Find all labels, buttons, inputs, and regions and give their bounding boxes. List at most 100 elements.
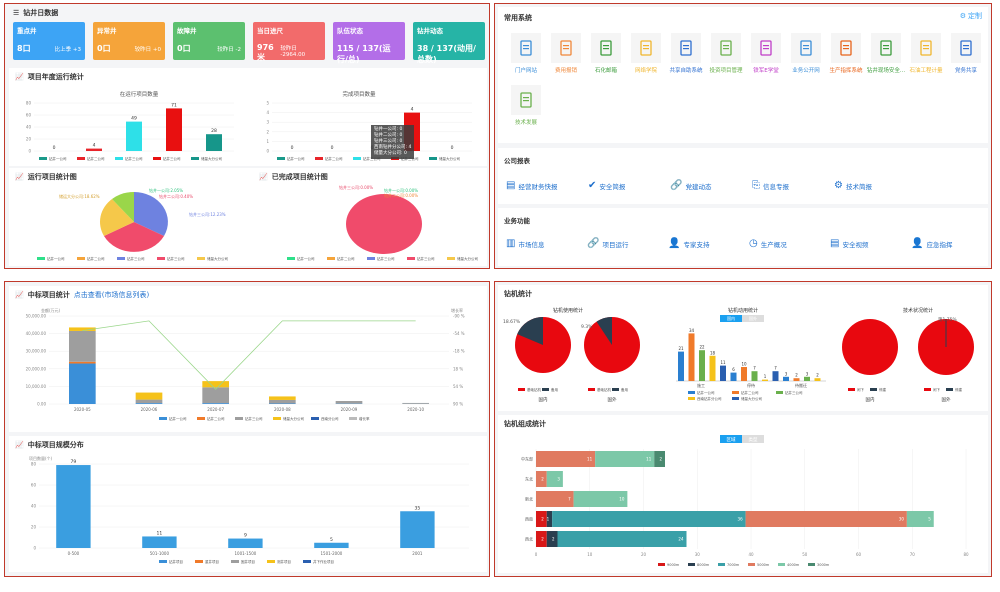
toggle-label: 国外	[749, 315, 757, 321]
bar	[751, 371, 758, 381]
report-link[interactable]: 🔗 党建动态	[670, 180, 711, 191]
legend-label: 备用	[551, 387, 559, 392]
legend-label: 钻井三公司	[785, 390, 803, 395]
kpi-card[interactable]: 当日进尺 976米 较昨日 -2964.00	[253, 22, 325, 62]
legend-label: 储量大分公司	[741, 396, 762, 401]
pie-label: 钻井一公司:0.00%	[384, 187, 418, 193]
report-link[interactable]: ✔ 安全简报	[588, 180, 625, 191]
x-tick-label: 2020-09	[341, 407, 358, 412]
legend-label: 9000m	[667, 563, 680, 567]
report-icon: ▤	[506, 180, 516, 191]
toggle-foreign	[742, 315, 764, 322]
business-label: 市场信息	[518, 240, 545, 249]
app-label: 党务共享	[954, 68, 977, 74]
app-tile[interactable]: 党务共享	[946, 33, 986, 77]
business-card: 业务功能 ▥ 市场信息 🔗 项目运行 👤 专家支持 ◷ 生产概况 ▤ 安全视频 👤 应急指挥	[498, 208, 988, 266]
business-link[interactable]: 👤 应急指挥	[911, 238, 952, 249]
kpi-number: 0口	[97, 44, 111, 53]
report-link[interactable]: ▤ 经营财务快报	[506, 180, 557, 191]
composition-title: 钻机组成统计	[504, 420, 546, 428]
data-label: 18	[710, 350, 716, 355]
growth-line	[82, 320, 416, 390]
app-tile[interactable]: 技术发展	[506, 85, 546, 129]
app-tile[interactable]: 铁军E学堂	[746, 33, 786, 77]
app-tile[interactable]: 生产指挥系统	[826, 33, 866, 77]
kpi-card[interactable]: 队伍状态 115 / 137(运行/总)	[333, 22, 405, 64]
x-tick-label: 停待	[747, 382, 755, 388]
report-icon: ⚙	[834, 180, 843, 191]
app-tile[interactable]: 石油工程计量	[906, 33, 946, 77]
app-label: 网络学院	[634, 68, 657, 74]
bar-segment	[335, 401, 363, 404]
bid-title: 中标项目统计	[27, 291, 70, 299]
data-label: 34	[689, 328, 695, 333]
data-label: 2	[541, 477, 544, 482]
app-tile[interactable]: 费用报销	[546, 33, 586, 77]
data-label: 3	[806, 371, 809, 376]
kpi-card[interactable]: 钻井动态 38 / 137(动用/总数)	[413, 22, 485, 64]
app-tile[interactable]: 门户网站	[506, 33, 546, 77]
kpi-card[interactable]: 重点井 8口 比上季 +3	[13, 22, 85, 60]
business-link[interactable]: 🔗 项目运行	[587, 238, 628, 249]
tick-label: 0	[266, 149, 269, 154]
domestic-label: 国内	[866, 396, 875, 403]
tick-label: 80	[31, 462, 37, 467]
legend-label: 停建	[879, 387, 887, 392]
legend-swatch	[748, 563, 755, 566]
annual-title: 项目年度运行统计	[27, 73, 84, 81]
legend-swatch	[946, 388, 953, 391]
report-link[interactable]: ⚙ 技术简报	[834, 180, 872, 191]
data-label: 35	[415, 505, 421, 511]
app-tile[interactable]: 共享自助系统	[666, 33, 706, 77]
business-link[interactable]: ▥ 市场信息	[506, 238, 544, 249]
toggle-label: 区域	[727, 436, 736, 443]
app-tile[interactable]: 投资项目管理	[706, 33, 746, 77]
bar-segment	[69, 361, 96, 364]
pct-label: 9.3%	[581, 324, 593, 330]
business-link[interactable]: ◷ 生产概况	[749, 238, 787, 249]
kpi-number: 0口	[177, 44, 191, 53]
customize-link[interactable]: ⚙ 定制	[959, 12, 982, 20]
scale-title: 中标项目规模分布	[27, 441, 84, 449]
rig-stats-panel: 钻机统计 钻机使用统计 18.67% 9.3% 国内 国外 基础钻机 备用 基础钻机 备用 钻机动…	[494, 281, 992, 577]
data-label: 2	[816, 373, 819, 378]
pct-label: 18.67%	[503, 319, 521, 325]
bar-segment	[202, 387, 229, 404]
x-tick-label: 2020-08	[274, 407, 291, 412]
business-icon: ▤	[830, 238, 840, 249]
business-link[interactable]: ▤ 安全视频	[830, 238, 868, 249]
pie-slice	[99, 199, 134, 236]
data-label: 1	[764, 374, 767, 379]
app-tile[interactable]: 网络学院	[626, 33, 666, 77]
report-label: 安全简报	[599, 182, 626, 191]
kpi-value: 0口 较昨日 -2	[177, 43, 241, 54]
tick-label: 20	[26, 137, 32, 142]
tech-title: 技术状况统计	[903, 307, 933, 314]
bar-segment	[573, 491, 628, 507]
kpi-value: 8口 比上季 +3	[17, 43, 81, 54]
legend-label: 基础钻机	[597, 387, 611, 392]
chart-icon: 📈	[259, 173, 268, 181]
legend-swatch	[688, 391, 695, 394]
completed-chart-title: 完成项目数量	[342, 92, 376, 98]
tick-label: 1	[266, 139, 269, 144]
business-link[interactable]: 👤 专家支持	[668, 238, 709, 249]
app-tile[interactable]: 业务公开网	[786, 33, 826, 77]
legend-label: 储量大分公司	[201, 156, 222, 161]
pie-slice	[134, 192, 168, 236]
app-tile[interactable]: 石化邮箱	[586, 33, 626, 77]
kpi-card[interactable]: 异常井 0口 较昨日 +0	[93, 22, 165, 60]
bar-segment	[536, 511, 547, 527]
report-link[interactable]: ⎘ 信息专报	[752, 180, 789, 191]
bar	[400, 511, 435, 548]
kpi-card[interactable]: 故障井 0口 较昨日 -2	[173, 22, 245, 60]
legend-label: 钻井三公司	[417, 256, 435, 261]
market-info-link[interactable]: 点击查看(市场信息列表)	[73, 291, 150, 299]
bar-segment	[135, 392, 163, 400]
bar	[762, 379, 768, 381]
legend-label: 储量大分公司	[439, 156, 460, 161]
toggle-region	[720, 435, 742, 443]
data-label: 9	[244, 533, 247, 539]
app-tile[interactable]: 钻井现场安全...	[866, 33, 906, 77]
legend-swatch	[235, 417, 243, 420]
